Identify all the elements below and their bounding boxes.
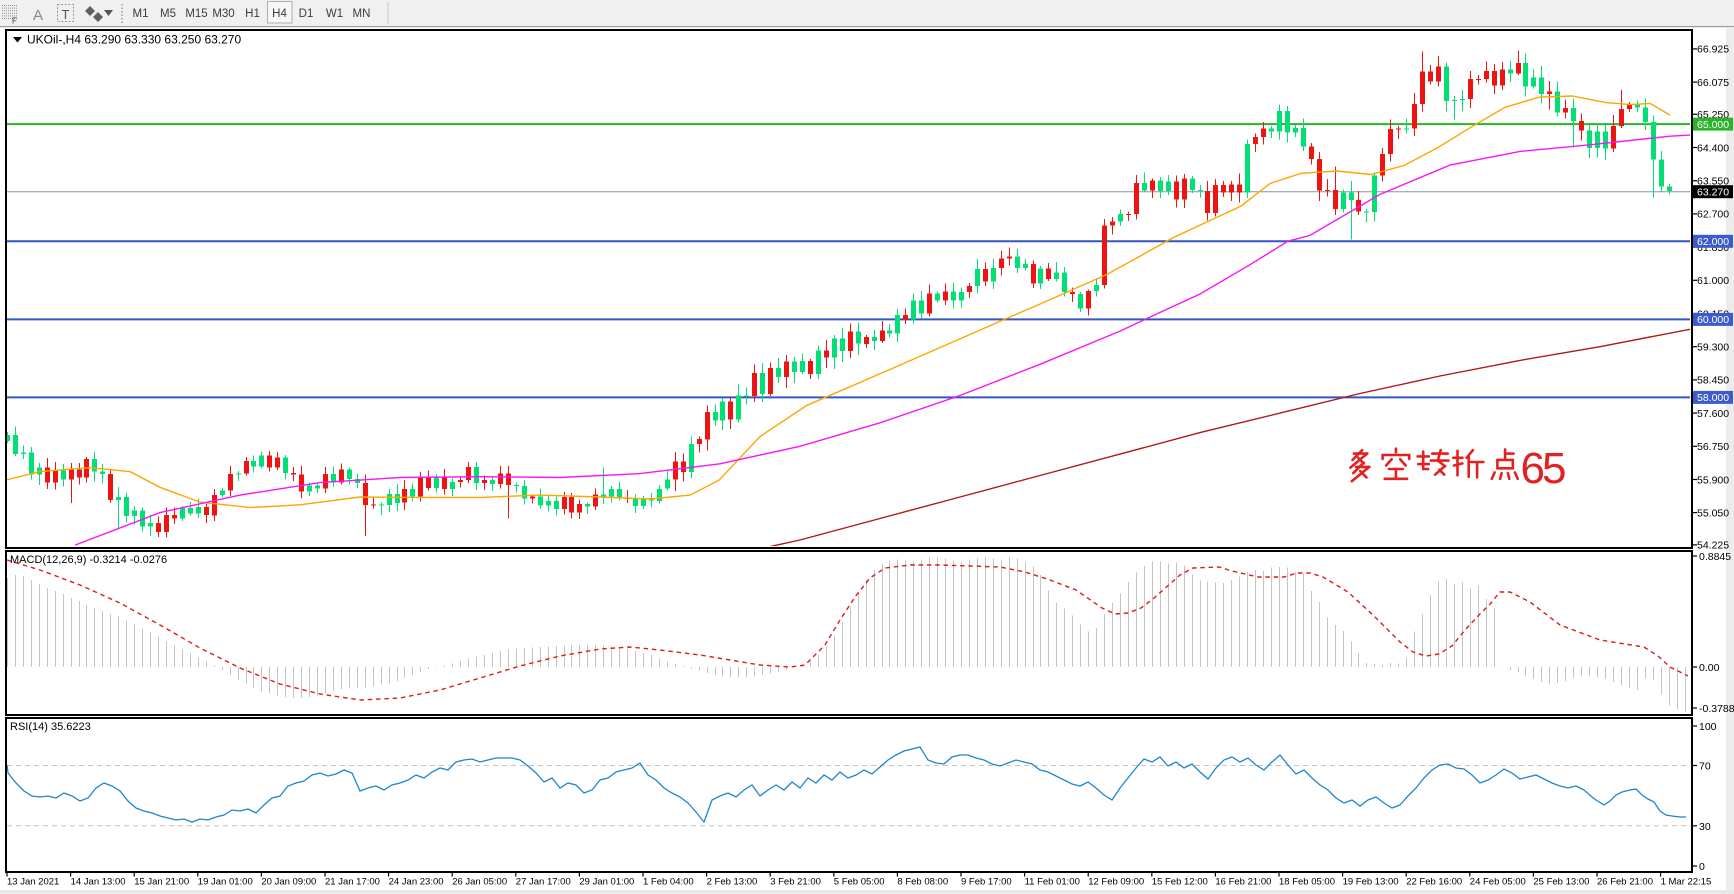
svg-text:63.270: 63.270 — [1697, 187, 1729, 199]
svg-text:62.000: 62.000 — [1697, 236, 1729, 248]
svg-text:70: 70 — [1699, 761, 1711, 773]
svg-text:MN: MN — [353, 8, 371, 20]
svg-text:M1: M1 — [133, 8, 149, 20]
svg-text:11 Feb 01:00: 11 Feb 01:00 — [1025, 877, 1080, 888]
svg-text:66.925: 66.925 — [1697, 44, 1729, 56]
svg-text:12 Feb 09:00: 12 Feb 09:00 — [1088, 877, 1144, 888]
svg-text:62.700: 62.700 — [1697, 209, 1729, 221]
svg-text:15 Feb 12:00: 15 Feb 12:00 — [1152, 877, 1208, 888]
svg-text:54.225: 54.225 — [1697, 540, 1729, 552]
svg-text:0: 0 — [1699, 861, 1705, 873]
svg-text:F: F — [12, 17, 17, 26]
svg-text:3 Feb 21:00: 3 Feb 21:00 — [770, 877, 821, 888]
svg-text:20 Jan 09:00: 20 Jan 09:00 — [261, 877, 316, 888]
svg-text:0.00: 0.00 — [1699, 662, 1720, 674]
svg-text:57.600: 57.600 — [1697, 408, 1729, 420]
svg-text:24 Feb 05:00: 24 Feb 05:00 — [1470, 877, 1526, 888]
svg-text:UKOil-,H4 63.290 63.330 63.25: UKOil-,H4 63.290 63.330 63.250 63.270 — [27, 33, 241, 47]
svg-text:T: T — [62, 7, 70, 22]
svg-text:D1: D1 — [299, 8, 314, 20]
svg-text:9 Feb 17:00: 9 Feb 17:00 — [961, 877, 1012, 888]
svg-text:0.8845: 0.8845 — [1699, 551, 1731, 563]
svg-text:100: 100 — [1699, 721, 1717, 733]
svg-text:W1: W1 — [326, 8, 343, 20]
svg-text:1 Feb 04:00: 1 Feb 04:00 — [643, 877, 694, 888]
svg-text:H4: H4 — [272, 8, 287, 20]
svg-text:14 Jan 13:00: 14 Jan 13:00 — [71, 877, 126, 888]
svg-text:59.300: 59.300 — [1697, 342, 1729, 354]
svg-text:-0.3788: -0.3788 — [1699, 703, 1734, 715]
svg-text:55.050: 55.050 — [1697, 507, 1729, 519]
svg-text:A: A — [33, 7, 43, 24]
svg-text:M30: M30 — [212, 8, 234, 20]
svg-text:58.450: 58.450 — [1697, 375, 1729, 387]
svg-text:26 Feb 21:00: 26 Feb 21:00 — [1597, 877, 1653, 888]
svg-text:25 Feb 13:00: 25 Feb 13:00 — [1533, 877, 1589, 888]
svg-text:24 Jan 23:00: 24 Jan 23:00 — [389, 877, 444, 888]
svg-text:2 Feb 13:00: 2 Feb 13:00 — [707, 877, 758, 888]
svg-text:5 Feb 05:00: 5 Feb 05:00 — [834, 877, 885, 888]
svg-text:60.000: 60.000 — [1697, 314, 1729, 326]
svg-text:27 Jan 17:00: 27 Jan 17:00 — [516, 877, 571, 888]
svg-text:18 Feb 05:00: 18 Feb 05:00 — [1279, 877, 1335, 888]
svg-text:30: 30 — [1699, 821, 1711, 833]
svg-text:65.000: 65.000 — [1697, 119, 1729, 131]
svg-text:6: 6 — [1521, 444, 1545, 493]
svg-text:21 Jan 17:00: 21 Jan 17:00 — [325, 877, 380, 888]
svg-text:63.550: 63.550 — [1697, 176, 1729, 188]
svg-text:66.075: 66.075 — [1697, 77, 1729, 89]
svg-text:22 Feb 16:00: 22 Feb 16:00 — [1406, 877, 1462, 888]
svg-text:RSI(14) 35.6223: RSI(14) 35.6223 — [10, 721, 91, 733]
svg-text:55.900: 55.900 — [1697, 474, 1729, 486]
svg-text:26 Jan 05:00: 26 Jan 05:00 — [452, 877, 507, 888]
svg-text:5: 5 — [1542, 444, 1566, 493]
svg-text:19 Feb 13:00: 19 Feb 13:00 — [1343, 877, 1399, 888]
svg-text:M5: M5 — [160, 8, 176, 20]
svg-text:56.750: 56.750 — [1697, 441, 1729, 453]
svg-text:8 Feb 08:00: 8 Feb 08:00 — [897, 877, 948, 888]
svg-text:58.000: 58.000 — [1697, 392, 1729, 404]
svg-text:19 Jan 01:00: 19 Jan 01:00 — [198, 877, 253, 888]
svg-text:64.400: 64.400 — [1697, 142, 1729, 154]
svg-text:29 Jan 01:00: 29 Jan 01:00 — [579, 877, 634, 888]
svg-text:15 Jan 21:00: 15 Jan 21:00 — [134, 877, 189, 888]
svg-text:1 Mar 22:15: 1 Mar 22:15 — [1661, 877, 1712, 888]
svg-text:61.000: 61.000 — [1697, 275, 1729, 287]
svg-text:M15: M15 — [185, 8, 207, 20]
svg-text:16 Feb 21:00: 16 Feb 21:00 — [1215, 877, 1271, 888]
svg-text:MACD(12,26,9) -0.3214 -0.0276: MACD(12,26,9) -0.3214 -0.0276 — [10, 554, 167, 566]
svg-text:H1: H1 — [245, 8, 260, 20]
svg-text:13 Jan 2021: 13 Jan 2021 — [7, 877, 59, 888]
